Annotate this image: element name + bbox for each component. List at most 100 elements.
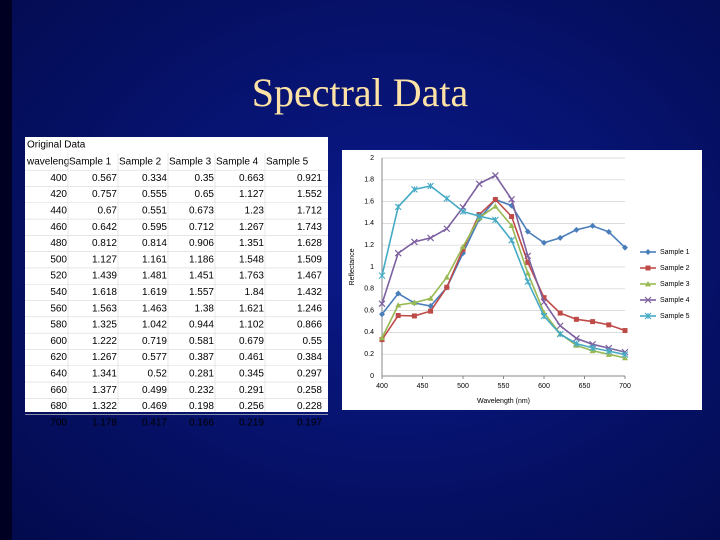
series-line <box>381 198 626 315</box>
point <box>395 313 401 319</box>
table-cell: 620 <box>50 352 67 363</box>
table-cell: 0.258 <box>297 385 322 396</box>
table-cell: 1.619 <box>142 287 167 298</box>
table-cell: 1.84 <box>245 287 265 298</box>
table-cell: 1.127 <box>92 254 117 265</box>
table-cell: 520 <box>50 271 67 282</box>
point <box>541 239 547 246</box>
point <box>444 284 450 290</box>
table-cell: 640 <box>50 369 67 380</box>
y-tick-label: 0.2 <box>364 351 374 358</box>
y-tick-label: 0.8 <box>364 286 374 293</box>
table-cell: 1.557 <box>189 287 214 298</box>
point <box>573 316 579 322</box>
point <box>605 228 612 235</box>
point <box>411 186 418 193</box>
table-box <box>25 137 328 412</box>
table-cell: 1.246 <box>297 303 322 314</box>
table-cell: 680 <box>50 401 67 412</box>
point <box>395 290 402 297</box>
point <box>394 249 402 257</box>
point <box>524 270 531 276</box>
table-cell: 0.461 <box>239 352 264 363</box>
table-cell: 0.384 <box>297 352 322 363</box>
table-cell: 0.555 <box>142 189 167 200</box>
point <box>427 295 434 301</box>
y-tick-label: 0.6 <box>364 307 374 314</box>
table-cell: 0.906 <box>189 238 214 249</box>
table-cell: 0.166 <box>189 417 214 428</box>
legend-label: Sample 5 <box>660 313 690 320</box>
table-cell: 1.267 <box>92 352 117 363</box>
table-cell: 1.127 <box>239 189 264 200</box>
point <box>645 249 651 255</box>
point <box>524 252 532 260</box>
point <box>645 281 651 287</box>
table-cell: 0.581 <box>189 336 214 347</box>
table-cell: 580 <box>50 320 67 331</box>
table-cell: 420 <box>50 189 67 200</box>
table-cell: 460 <box>50 222 67 233</box>
table-cell: 0.281 <box>189 369 214 380</box>
table-cell: 0.228 <box>297 401 322 412</box>
table-cell: 0.219 <box>239 417 264 428</box>
point <box>622 244 628 251</box>
table-title: Original Data <box>27 140 86 151</box>
point <box>573 340 580 348</box>
point <box>508 195 516 203</box>
x-tick-label: 650 <box>579 383 591 390</box>
table-cell: 0.567 <box>92 173 117 184</box>
legend-label: Sample 1 <box>660 249 690 256</box>
point <box>379 311 385 318</box>
table-cell: 400 <box>50 173 67 184</box>
point <box>475 180 483 188</box>
table-cell: 0.198 <box>189 401 214 412</box>
series-line <box>381 205 626 359</box>
table-cell: 0.55 <box>303 336 323 347</box>
point <box>492 197 498 203</box>
point <box>460 246 466 252</box>
table-cell: 500 <box>50 254 67 265</box>
table-cell: 1.481 <box>142 271 167 282</box>
table-cell: 0.921 <box>297 173 322 184</box>
point <box>475 212 483 220</box>
table-cell: 0.256 <box>239 401 264 412</box>
y-tick-label: 1.8 <box>364 177 374 184</box>
table-cell: 1.222 <box>92 336 117 347</box>
point <box>492 216 499 224</box>
point <box>491 172 499 179</box>
point <box>509 214 515 220</box>
table-cell: 1.439 <box>92 271 117 282</box>
table-header: Sample 4 <box>216 157 259 168</box>
table-cell: 1.463 <box>142 303 167 314</box>
table-cell: 1.763 <box>239 271 264 282</box>
point <box>395 302 402 308</box>
y-tick-label: 1.6 <box>364 198 374 205</box>
table-cell: 0.52 <box>148 369 168 380</box>
y-axis-label: Reflectance <box>349 248 356 285</box>
table-cell: 1.161 <box>142 254 167 265</box>
table-cell: 1.432 <box>297 287 322 298</box>
table-cell: 1.322 <box>92 401 117 412</box>
table-cell: 1.102 <box>239 320 264 331</box>
table-cell: 0.812 <box>92 238 117 249</box>
y-tick-label: 2 <box>370 155 374 162</box>
point <box>443 225 451 233</box>
point <box>379 334 385 341</box>
y-tick-label: 0.4 <box>364 329 374 336</box>
point <box>605 347 613 355</box>
point <box>590 319 596 325</box>
point <box>644 312 652 320</box>
table-header: waveleng <box>26 157 69 168</box>
table-header: Sample 2 <box>119 157 162 168</box>
table-cell: 1.042 <box>142 320 167 331</box>
table-cell: 560 <box>50 303 67 314</box>
table-header: Sample 5 <box>266 157 309 168</box>
point <box>622 354 628 361</box>
point <box>459 208 467 215</box>
table-cell: 1.712 <box>297 206 322 217</box>
point <box>427 182 434 190</box>
chart-box <box>342 150 702 410</box>
